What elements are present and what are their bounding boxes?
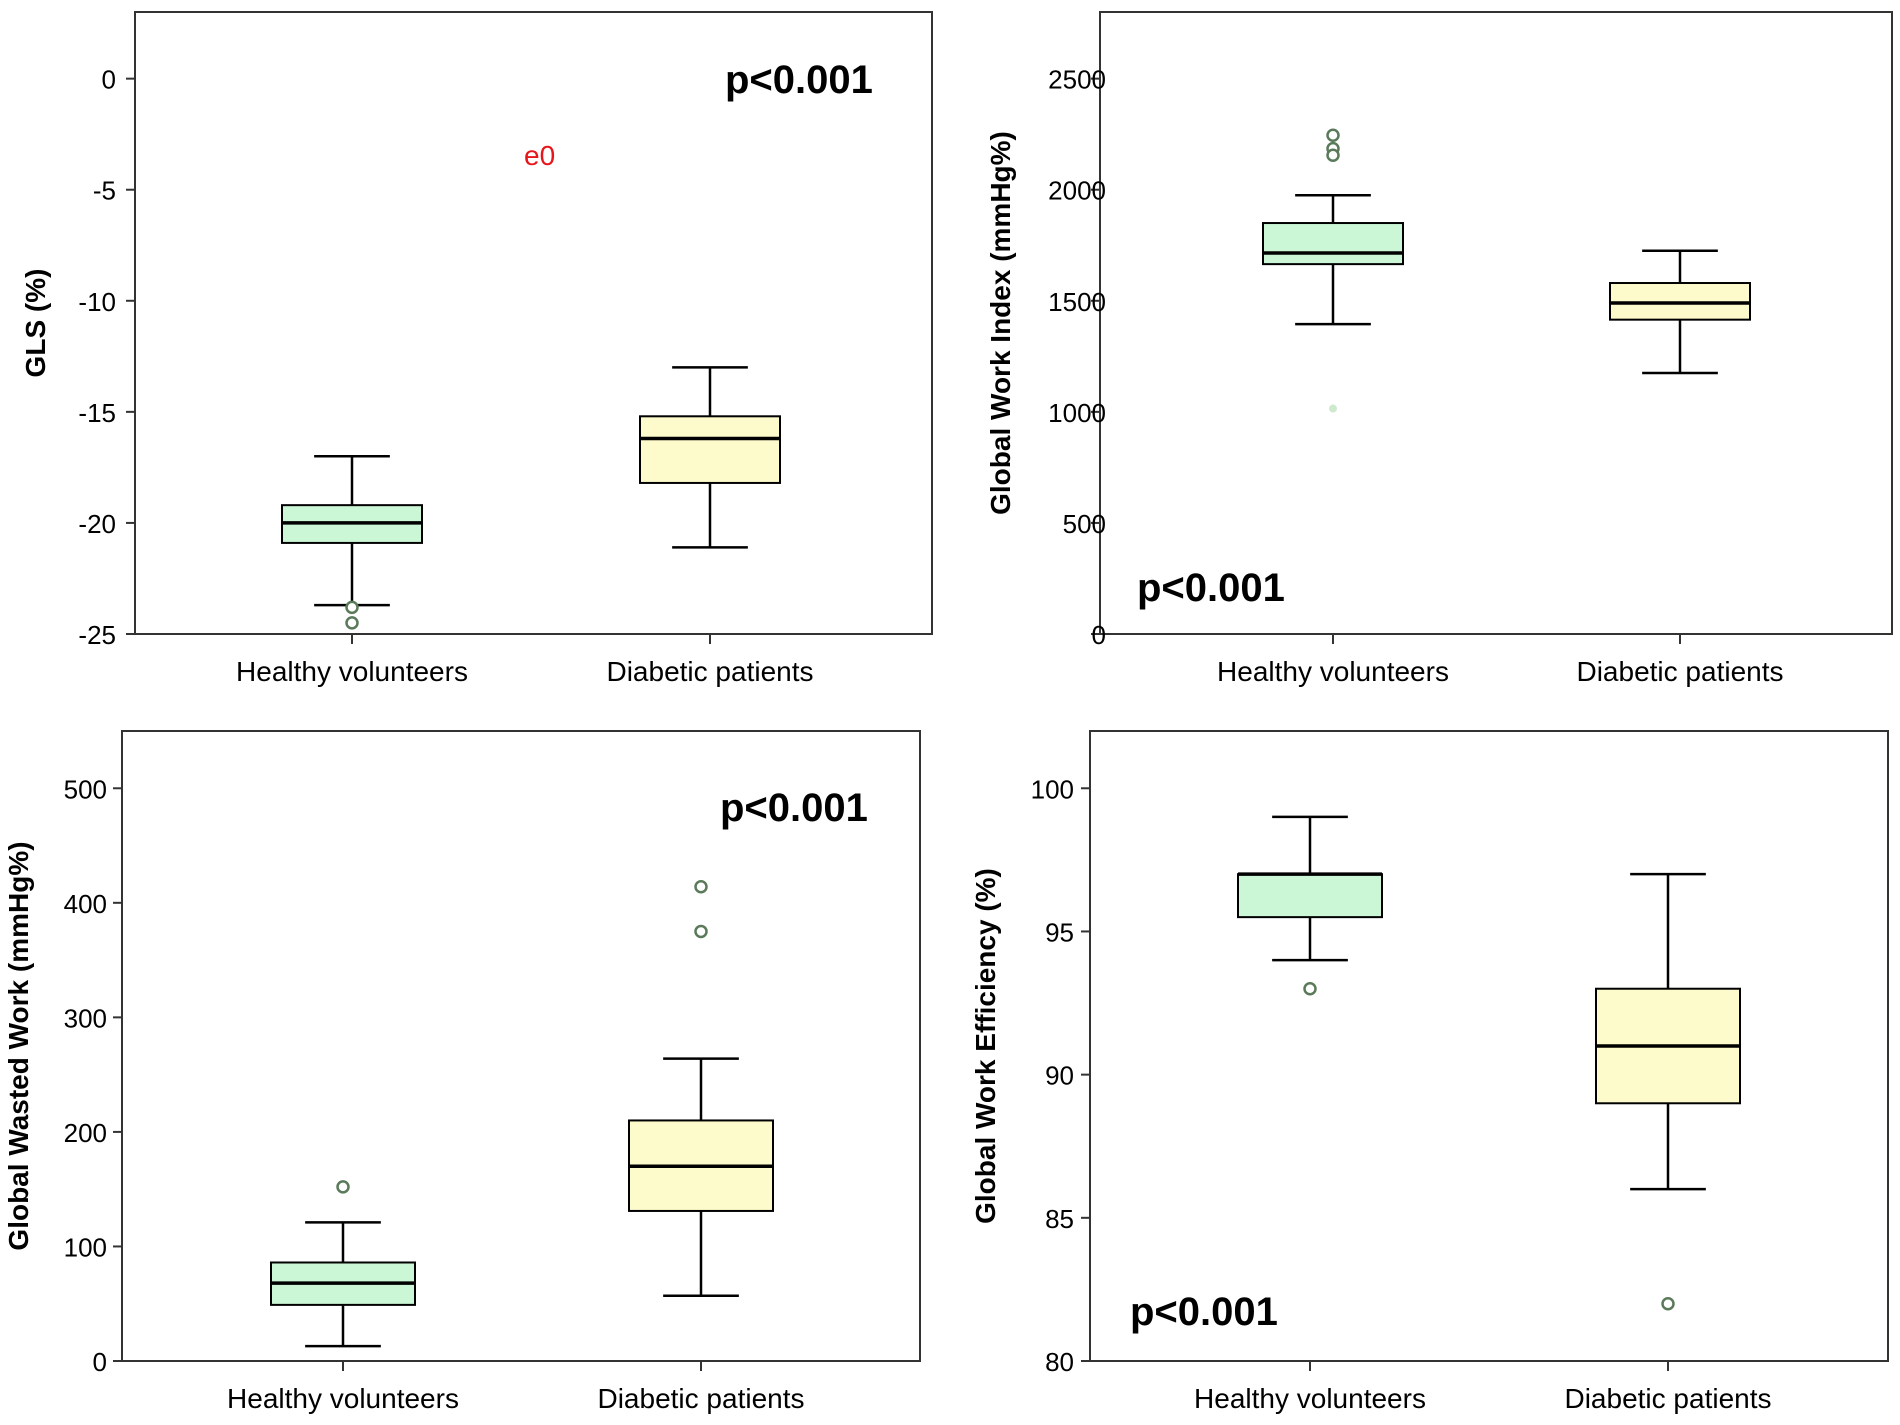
chart-panel-4: 80 85 90 95 100 Global Work Efficiency (%) Hea… bbox=[970, 730, 1889, 1414]
y-tick-label: 0 bbox=[93, 1347, 107, 1377]
box-diabetic bbox=[628, 880, 774, 1297]
plot-frame bbox=[121, 730, 921, 1362]
plot-frame bbox=[1089, 730, 1889, 1362]
y-tick-label: 100 bbox=[1031, 774, 1074, 804]
box-diabetic bbox=[1595, 872, 1741, 1311]
y-tick-label: 300 bbox=[64, 1003, 107, 1033]
outlier-point bbox=[345, 600, 359, 615]
y-axis-label: Global Wasted Work (mmHg%) bbox=[3, 841, 34, 1250]
y-tick-label: -25 bbox=[78, 620, 116, 650]
y-tick-label: -5 bbox=[93, 176, 116, 206]
y-tick-label: 1500 bbox=[1048, 287, 1106, 317]
y-tick-label: 0 bbox=[1092, 620, 1106, 650]
iqr-box bbox=[1237, 873, 1383, 919]
box-healthy bbox=[281, 455, 423, 630]
box-healthy bbox=[270, 1180, 416, 1348]
x-category-label: Diabetic patients bbox=[606, 656, 813, 687]
iqr-box bbox=[639, 415, 781, 484]
y-tick-label: 500 bbox=[1063, 509, 1106, 539]
y-tick-label: 2500 bbox=[1048, 65, 1106, 95]
plot-frame bbox=[134, 11, 933, 635]
y-axis-label: Global Work Index (mmHg%) bbox=[985, 131, 1016, 515]
p-value-label: p<0.001 bbox=[1137, 566, 1285, 610]
y-tick-label: 80 bbox=[1045, 1347, 1074, 1377]
y-tick-label: 90 bbox=[1045, 1061, 1074, 1091]
plot-frame bbox=[1099, 11, 1893, 635]
outlier-point bbox=[1326, 128, 1340, 143]
y-tick-label: 200 bbox=[64, 1118, 107, 1148]
x-category-label: Healthy volunteers bbox=[227, 1383, 459, 1414]
x-category-label: Diabetic patients bbox=[597, 1383, 804, 1414]
y-tick-label: 0 bbox=[102, 65, 116, 95]
outlier-point-faint bbox=[1329, 404, 1337, 413]
outlier-point bbox=[694, 880, 708, 894]
x-category-label: Healthy volunteers bbox=[236, 656, 468, 687]
y-tick-label: 85 bbox=[1045, 1204, 1074, 1234]
iqr-box bbox=[1262, 222, 1404, 266]
y-tick-label: 95 bbox=[1045, 917, 1074, 947]
y-tick-label: 100 bbox=[64, 1232, 107, 1262]
y-tick-label: 400 bbox=[64, 889, 107, 919]
p-value-label: p<0.001 bbox=[725, 58, 873, 102]
chart-panel-2: 0 500 1000 1500 2000 2500 Global Work Index (m… bbox=[985, 11, 1893, 687]
x-category-label: Healthy volunteers bbox=[1194, 1383, 1426, 1414]
y-axis-label: Global Work Efficiency (%) bbox=[970, 868, 1001, 1224]
outlier-point bbox=[336, 1180, 350, 1194]
y-tick-label: 2000 bbox=[1048, 176, 1106, 206]
outlier-point bbox=[1326, 148, 1340, 163]
chart-panel-1: 0 -5 -10 -15 -20 -25 GLS (%) Healthy volunteers… bbox=[20, 11, 933, 687]
y-tick-label: 500 bbox=[64, 774, 107, 804]
x-category-label: Diabetic patients bbox=[1564, 1383, 1771, 1414]
y-axis-label: GLS (%) bbox=[20, 269, 51, 378]
outlier-point bbox=[1661, 1296, 1675, 1311]
x-category-label: Healthy volunteers bbox=[1217, 656, 1449, 687]
box-diabetic bbox=[639, 366, 781, 549]
x-category-label: Diabetic patients bbox=[1576, 656, 1783, 687]
y-tick-label: -10 bbox=[78, 287, 116, 317]
chart-panel-3: 0 100 200 300 400 500 Global Wasted Work (mmHg… bbox=[3, 730, 921, 1414]
box-healthy bbox=[1237, 815, 1383, 996]
p-value-label: p<0.001 bbox=[720, 786, 868, 830]
outlier-point bbox=[1303, 981, 1317, 996]
box-healthy bbox=[1262, 128, 1404, 413]
y-tick-label: -20 bbox=[78, 509, 116, 539]
outlier-point bbox=[345, 616, 359, 630]
outlier-point bbox=[694, 924, 708, 939]
box-diabetic bbox=[1609, 249, 1751, 375]
p-value-label: p<0.001 bbox=[1130, 1290, 1278, 1334]
y-tick-label: 1000 bbox=[1048, 398, 1106, 428]
y-tick-label: -15 bbox=[78, 398, 116, 428]
stray-annotation-label: e0 bbox=[524, 140, 556, 171]
